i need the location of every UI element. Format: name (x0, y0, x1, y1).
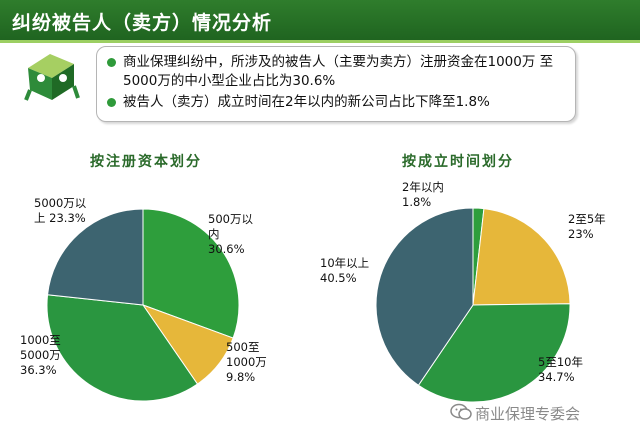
bullet-dot-icon (107, 98, 116, 107)
pie-slice-1-3 (46, 294, 199, 402)
bullet-text: 被告人（卖方）成立时间在2年以内的新公司占比下降至1.8% (123, 94, 490, 110)
pie2-label: 10年以上 40.5% (320, 256, 370, 285)
pie2-label: 2至5年 23% (568, 212, 606, 241)
pie-slice-1-4 (46, 208, 144, 306)
pie-slice-2-2 (472, 208, 571, 306)
pie1-label: 500至 1000万 9.8% (226, 340, 267, 384)
bullet-dot-icon (107, 58, 116, 67)
title-bar: 纠纷被告人（卖方）情况分析 (0, 0, 640, 43)
bullet-item: 被告人（卖方）成立时间在2年以内的新公司占比下降至1.8% (107, 93, 563, 112)
watermark-text: 商业保理专委会 (475, 405, 581, 423)
pie1-label: 500万以 内 30.6% (208, 212, 253, 256)
pie2-label: 5至10年 34.7% (538, 355, 583, 384)
pie2-label: 2年以内 1.8% (402, 180, 444, 209)
wechat-icon (450, 403, 472, 420)
chart-title-capital: 按注册资本划分 (90, 154, 202, 170)
pie-slice-2-4 (375, 207, 474, 386)
logo-icon (24, 54, 80, 101)
pie1-label: 1000至 5000万 36.3% (20, 333, 61, 377)
pie-slice-2-3 (417, 303, 571, 403)
bullet-item: 商业保理纠纷中，所涉及的被告人（主要为卖方）注册资金在1000万 至5000万的… (107, 53, 563, 91)
pie-slice-1-1 (142, 208, 240, 339)
page-title: 纠纷被告人（卖方）情况分析 (12, 12, 273, 34)
bullet-text: 商业保理纠纷中，所涉及的被告人（主要为卖方）注册资金在1000万 至5000万的… (123, 54, 554, 89)
summary-box: 商业保理纠纷中，所涉及的被告人（主要为卖方）注册资金在1000万 至5000万的… (96, 46, 576, 122)
pie1-label: 5000万以 上 23.3% (34, 196, 87, 225)
chart-title-age: 按成立时间划分 (402, 154, 514, 170)
